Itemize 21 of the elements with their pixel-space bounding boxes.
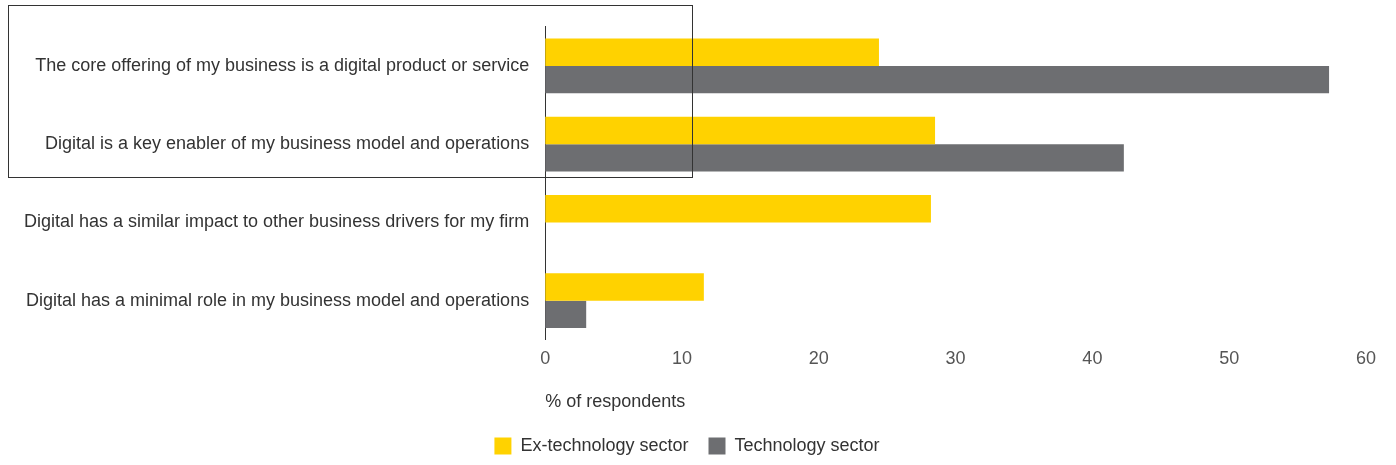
bar — [545, 195, 931, 223]
x-tick-label: 40 — [1082, 347, 1103, 368]
x-tick-label: 30 — [945, 347, 966, 368]
bar — [545, 300, 587, 329]
x-tick-label: 50 — [1219, 347, 1240, 368]
x-tick-label: 10 — [671, 347, 692, 368]
legend-label: Ex-technology sector — [520, 434, 689, 455]
bar — [545, 116, 936, 145]
y-tick-label: The core offering of my business is a digital product or service — [35, 54, 530, 75]
bar — [545, 144, 1124, 172]
bar — [545, 273, 704, 301]
x-tick-label: 0 — [540, 347, 551, 368]
x-axis-title: % of respondents — [545, 391, 686, 412]
x-tick-label: 60 — [1355, 347, 1377, 368]
x-tick-label: 20 — [808, 347, 829, 368]
bar — [545, 38, 879, 66]
y-tick-label: Digital is a key enabler of my business model and operations — [44, 133, 530, 154]
legend-label: Technology sector — [734, 434, 880, 455]
y-tick-label: Digital has a similar impact to other business drivers for my firm — [24, 211, 530, 232]
bar — [545, 65, 1330, 94]
y-tick-label: Digital has a minimal role in my business model and operations — [25, 289, 530, 310]
